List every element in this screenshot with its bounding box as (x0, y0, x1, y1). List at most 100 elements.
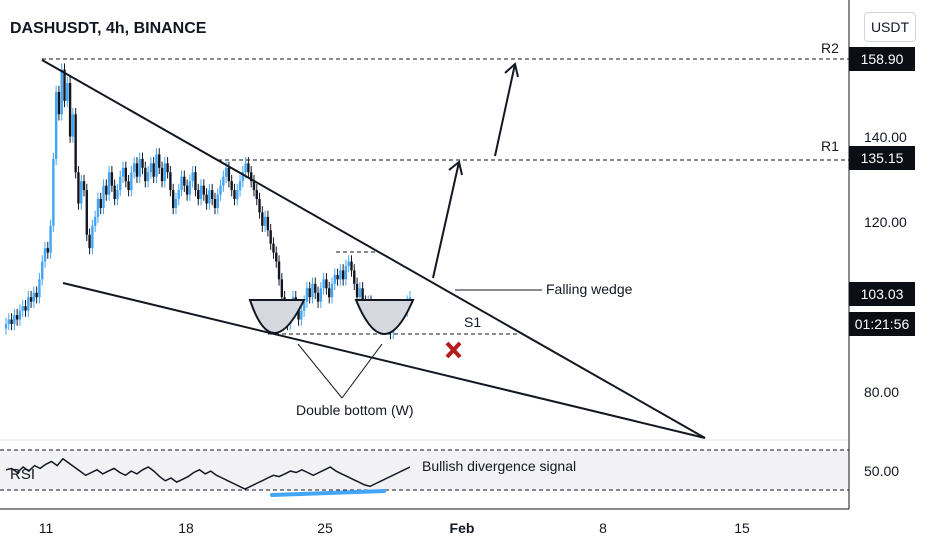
candle (258, 192, 261, 219)
candle (60, 63, 63, 121)
candle (130, 166, 133, 197)
divergence-line (270, 489, 386, 497)
candle (113, 179, 116, 206)
y-tick-label: 120.00 (864, 214, 907, 230)
candle (127, 174, 130, 197)
candle (138, 152, 141, 183)
x-tick-label: 11 (38, 520, 54, 536)
candle (336, 268, 339, 286)
wedge-lower-line (62, 282, 706, 439)
breakout-arrow-1-head (448, 160, 463, 176)
candle (124, 161, 128, 188)
candle (24, 299, 27, 317)
candle (52, 152, 55, 233)
candle (197, 183, 200, 206)
candle (121, 161, 125, 183)
x-tick-label: 25 (317, 520, 333, 536)
x-tick-label: 8 (599, 520, 607, 536)
candle (252, 174, 256, 197)
candle (135, 157, 139, 183)
rsi-label: RSI (10, 466, 36, 483)
chart-drawings (41, 58, 849, 439)
candle (266, 210, 270, 237)
candle (205, 188, 208, 210)
candle (96, 192, 100, 224)
candle (244, 157, 247, 179)
candle (57, 85, 61, 121)
breakout-arrow-2-head (504, 62, 519, 78)
candle (241, 166, 245, 188)
candle (302, 295, 306, 317)
candle (68, 76, 72, 143)
candle (185, 179, 189, 201)
candle (18, 304, 22, 326)
candle (63, 63, 66, 108)
candle (261, 206, 264, 233)
candle (88, 228, 91, 255)
candle (305, 282, 309, 308)
r2-price-tag: 158.90 (849, 47, 915, 71)
last-price-tag: 103.03 (849, 282, 915, 306)
candle (158, 148, 161, 175)
candle (280, 273, 284, 304)
double-bottom-pointer-1 (297, 343, 343, 399)
candle (236, 183, 239, 206)
falling-wedge-label: Falling wedge (546, 281, 633, 297)
x-tick-label: 18 (178, 520, 194, 536)
candle (149, 157, 153, 179)
rsi-tick-label: 50.00 (864, 463, 900, 479)
candle (180, 170, 183, 197)
candle (54, 85, 58, 166)
rsi-pane (0, 449, 849, 497)
candle (183, 170, 186, 192)
rsi-line (5, 457, 411, 490)
candle (199, 179, 203, 206)
candlestick-series (4, 63, 412, 340)
candle (322, 273, 325, 295)
candle (21, 299, 24, 317)
candle (152, 157, 155, 183)
breakout-arrow-2 (494, 63, 516, 157)
candle (328, 282, 331, 304)
candle (99, 192, 102, 215)
candle (308, 282, 311, 304)
candle (353, 264, 356, 291)
candle (132, 157, 136, 179)
candle (155, 148, 158, 183)
candle (275, 246, 278, 268)
candle (146, 166, 150, 188)
candle (119, 170, 122, 197)
candle (105, 179, 108, 201)
candle (311, 277, 314, 304)
y-tick-label: 80.00 (864, 384, 900, 400)
candle (163, 157, 167, 188)
candle (174, 192, 178, 215)
candle (277, 255, 281, 286)
candle (188, 174, 192, 201)
x-tick-label: 15 (734, 520, 750, 536)
candle (27, 290, 30, 317)
candle (66, 76, 69, 108)
candle (314, 277, 317, 299)
bottom-2-shape (354, 299, 415, 335)
candle (15, 308, 19, 326)
candle (110, 166, 114, 192)
candle (263, 210, 267, 233)
candle (13, 308, 16, 331)
candle (4, 317, 8, 335)
candle (191, 166, 194, 188)
candle (347, 255, 350, 273)
currency-button[interactable]: USDT (864, 12, 916, 42)
candle (74, 108, 77, 179)
double-bottom-label: Double bottom (W) (296, 402, 414, 418)
candle (202, 179, 206, 201)
candle (49, 219, 52, 259)
bottom-1-shape (248, 299, 306, 334)
s1-label: S1 (464, 314, 482, 330)
candle (249, 166, 253, 188)
candle (43, 241, 47, 268)
candle (82, 174, 86, 197)
divergence-label: Bullish divergence signal (422, 458, 577, 474)
candle (166, 157, 169, 179)
